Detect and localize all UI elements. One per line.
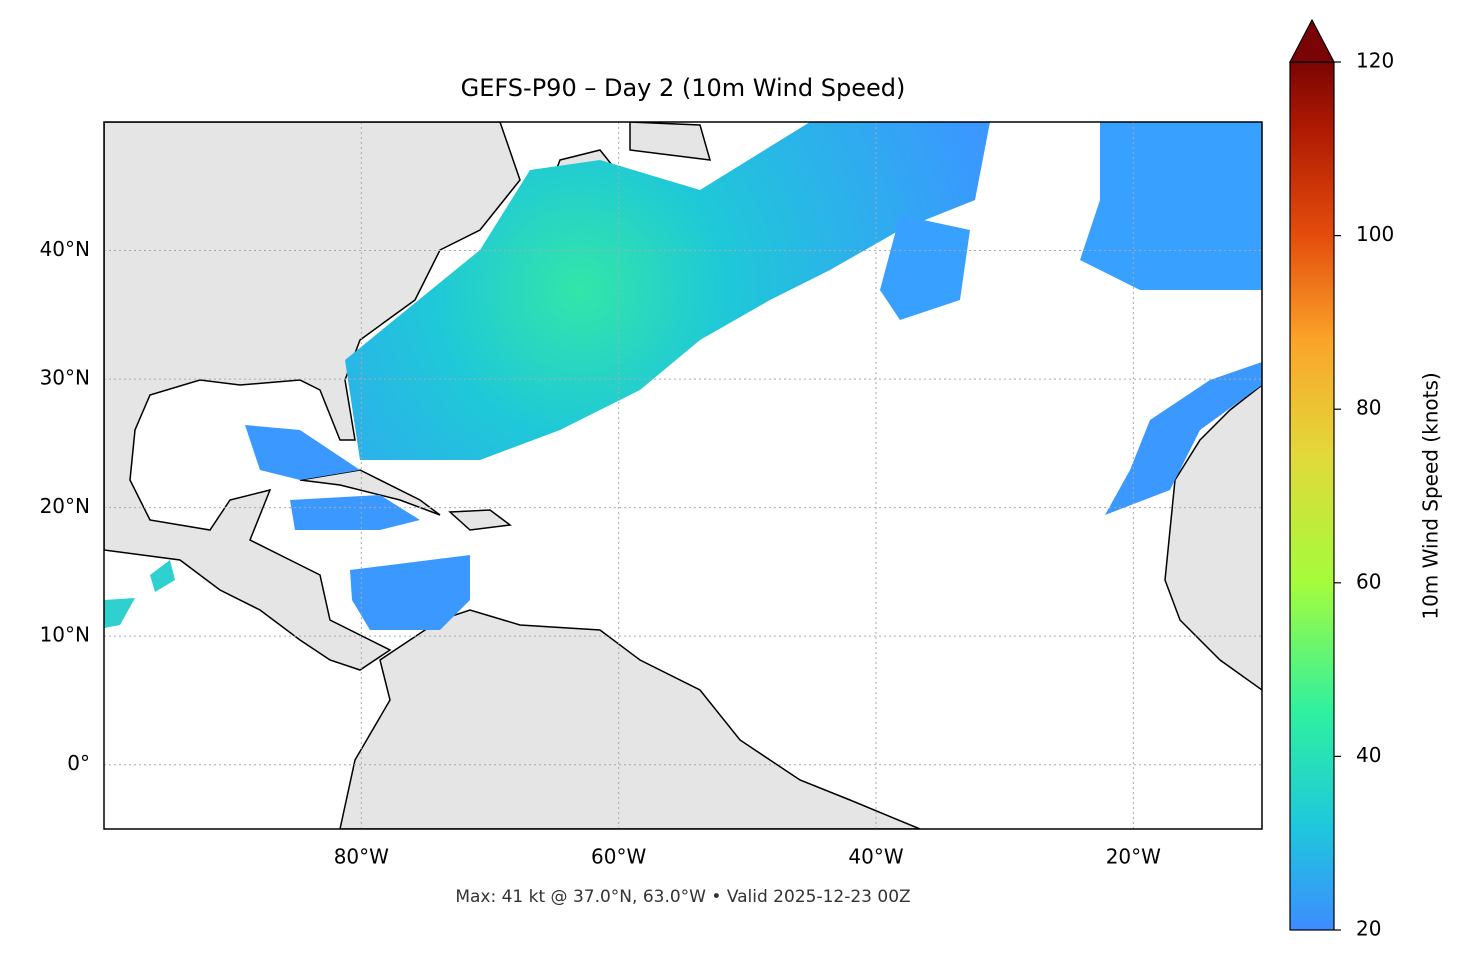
map-title: GEFS-P90 – Day 2 (10m Wind Speed) [461,74,906,102]
x-tick-label: 60°W [591,845,646,869]
south-america [339,609,921,829]
colorbar-tick-label: 120 [1356,49,1394,73]
y-tick-label: 0° [67,751,90,775]
wind-pacific [104,560,175,628]
colorbar-tick-label: 80 [1356,396,1381,420]
wind-northeast [880,122,1262,320]
y-tick-label: 40°N [40,237,90,261]
y-tick-label: 10°N [40,623,90,647]
africa [1164,384,1262,691]
north-america [104,122,521,671]
footer: Max: 41 kt @ 37.0°N, 63.0°W • Valid 2025… [455,887,910,907]
colorbar [1289,61,1335,931]
wind-caribbean [290,495,470,630]
hispaniola [448,509,512,531]
x-tick-label: 40°W [848,845,903,869]
colorbar-tick-label: 100 [1356,222,1394,246]
wind-gulf [245,425,360,480]
x-tick-label: 20°W [1106,845,1161,869]
y-tick-label: 20°N [40,494,90,518]
wind-africa-coast [1105,362,1262,515]
grid [104,122,1262,829]
colorbar-extend [1289,18,1335,63]
map-frame [103,121,1263,830]
colorbar-tick-label: 20 [1356,917,1381,941]
colorbar-tick-label: 60 [1356,569,1381,593]
x-tick-label: 80°W [334,845,389,869]
wind-swath [345,122,990,460]
colorbar-tick-label: 40 [1356,743,1381,767]
y-tick-label: 30°N [40,366,90,390]
map-layers [104,122,1262,829]
colorbar-label: 10m Wind Speed (knots) [1419,372,1443,619]
